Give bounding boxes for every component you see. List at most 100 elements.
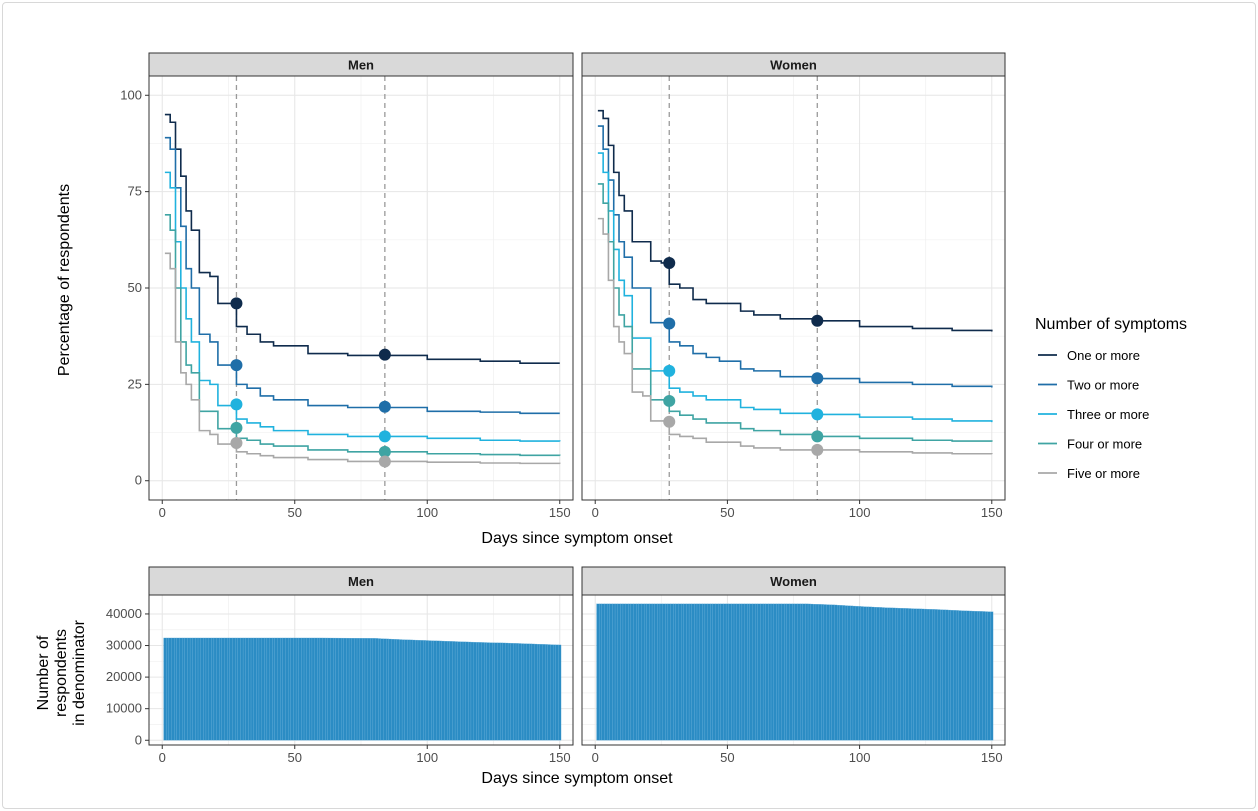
bar-men-day-17 xyxy=(205,637,209,741)
marker-women-two-or-more-day-28 xyxy=(663,317,676,330)
bar-women-day-77 xyxy=(797,603,801,741)
bar-women-day-128 xyxy=(932,609,936,741)
bottom-y-axis-title-line2: respondents xyxy=(53,629,70,717)
bar-men-day-78 xyxy=(367,638,371,741)
bar-men-day-121 xyxy=(481,642,485,741)
bar-men-day-51 xyxy=(295,637,299,741)
bar-women-day-140 xyxy=(963,610,967,741)
bottom-y-axis-title-line3: in denominator xyxy=(71,619,88,726)
bar-men-day-66 xyxy=(335,637,339,741)
top-y-axis-title: Percentage of respondents xyxy=(56,184,73,376)
bar-women-day-48 xyxy=(720,603,724,741)
bar-women-day-83 xyxy=(813,604,817,741)
bar-women-day-88 xyxy=(826,604,830,741)
bar-women-day-134 xyxy=(948,609,951,741)
bar-women-day-68 xyxy=(773,603,777,741)
bar-men-day-32 xyxy=(245,637,249,741)
bar-men-day-34 xyxy=(250,637,254,741)
x-tick-label: 100 xyxy=(416,505,438,520)
bar-women-day-22 xyxy=(651,603,655,741)
bar-men-day-100 xyxy=(425,640,429,741)
x-tick-label: 50 xyxy=(288,505,302,520)
bar-men-day-2 xyxy=(166,637,170,741)
bar-women-day-44 xyxy=(710,603,713,741)
bar-men-day-81 xyxy=(375,638,379,741)
bar-women-day-4 xyxy=(604,603,608,741)
bar-men-day-117 xyxy=(470,641,474,741)
bar-men-day-69 xyxy=(343,637,347,741)
bar-women-day-46 xyxy=(715,603,719,741)
marker-women-four-or-more-day-28 xyxy=(663,394,676,407)
panel-border xyxy=(148,594,574,746)
bar-women-day-107 xyxy=(876,607,880,741)
marker-women-five-or-more-day-28 xyxy=(663,415,676,428)
y-tick-label: 75 xyxy=(128,184,142,199)
bar-men-day-23 xyxy=(221,637,225,741)
bar-women-day-122 xyxy=(916,608,920,741)
marker-men-one-or-more-day-84 xyxy=(378,348,391,361)
bar-women-day-90 xyxy=(831,604,835,741)
bar-men-day-118 xyxy=(473,642,477,741)
marker-men-three-or-more-day-28 xyxy=(230,398,243,411)
bar-men-day-53 xyxy=(301,637,305,741)
bar-men-day-96 xyxy=(415,639,419,741)
marker-men-four-or-more-day-28 xyxy=(230,421,243,434)
bar-men-day-147 xyxy=(550,644,554,741)
bar-men-day-50 xyxy=(293,637,297,741)
x-tick-label: 50 xyxy=(288,750,302,765)
bar-women-day-56 xyxy=(741,603,745,741)
bar-women-day-114 xyxy=(895,607,899,741)
bar-women-day-113 xyxy=(892,607,896,741)
bar-men-day-49 xyxy=(290,637,294,741)
bar-men-day-33 xyxy=(248,637,252,741)
panel-border xyxy=(581,594,1006,746)
bar-women-day-109 xyxy=(881,607,885,741)
bar-men-day-56 xyxy=(309,637,313,741)
bar-women-day-136 xyxy=(953,610,957,741)
bar-women-day-85 xyxy=(818,604,822,741)
marker-women-one-or-more-day-28 xyxy=(663,256,676,269)
bar-men-day-12 xyxy=(192,637,196,741)
bar-women-day-52 xyxy=(731,603,735,741)
bar-women-day-18 xyxy=(641,603,645,741)
x-tick-label: 150 xyxy=(981,505,1003,520)
bar-women-day-23 xyxy=(654,603,658,741)
bar-women-day-149 xyxy=(987,611,991,741)
marker-women-five-or-more-day-84 xyxy=(811,443,824,456)
bar-women-day-70 xyxy=(778,603,782,741)
marker-women-two-or-more-day-84 xyxy=(811,372,824,385)
bar-women-day-86 xyxy=(821,604,825,741)
marker-women-one-or-more-day-84 xyxy=(811,314,824,327)
y-tick-label: 25 xyxy=(128,376,142,391)
bar-women-day-42 xyxy=(704,603,708,741)
bar-women-day-100 xyxy=(858,606,862,741)
bar-men-day-134 xyxy=(515,643,519,741)
legend-label-five-or-more: Five or more xyxy=(1067,466,1140,481)
bar-women-day-51 xyxy=(728,603,732,741)
bar-women-day-64 xyxy=(762,603,766,741)
bar-women-day-144 xyxy=(974,611,978,741)
bar-men-day-68 xyxy=(341,637,344,741)
bar-women-day-3 xyxy=(601,603,605,741)
bar-men-day-131 xyxy=(507,642,511,741)
bar-women-day-94 xyxy=(842,605,846,741)
bar-women-day-67 xyxy=(770,603,774,741)
bar-women-day-5 xyxy=(606,603,610,741)
bar-women-day-91 xyxy=(834,604,838,741)
line-men-three-or-more xyxy=(164,171,561,442)
bar-women-day-124 xyxy=(921,608,925,741)
bar-men-day-90 xyxy=(399,639,403,741)
bar-women-day-25 xyxy=(659,603,663,741)
bar-women-day-63 xyxy=(760,603,764,741)
bar-men-day-25 xyxy=(227,637,230,741)
bar-men-day-94 xyxy=(409,639,413,741)
bar-women-day-39 xyxy=(696,603,700,741)
bar-women-day-129 xyxy=(934,609,938,741)
bar-women-day-54 xyxy=(736,603,740,741)
y-tick-label: 40000 xyxy=(106,606,142,621)
x-tick-label: 0 xyxy=(159,505,166,520)
bar-men-day-41 xyxy=(269,637,273,741)
bar-women-day-13 xyxy=(628,603,632,741)
bar-men-day-16 xyxy=(203,637,207,741)
